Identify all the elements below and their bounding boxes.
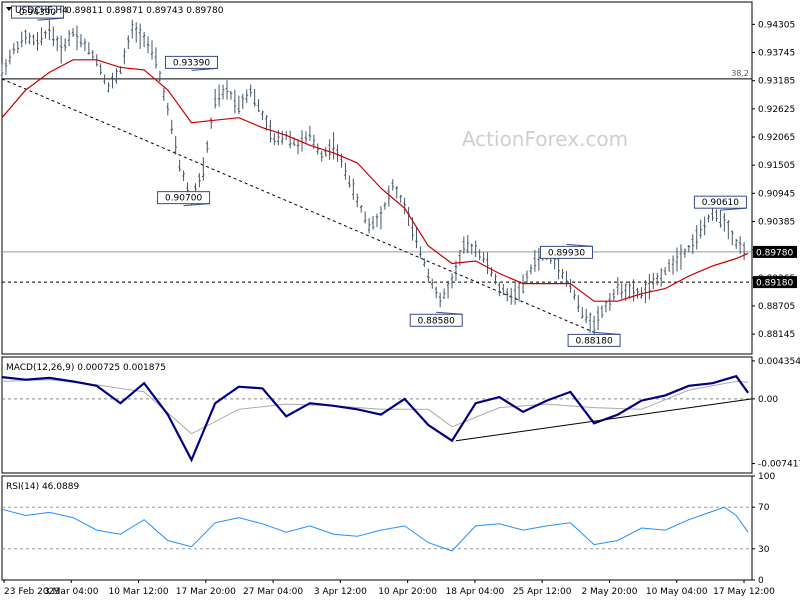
- main-panel-frame: [1, 1, 753, 355]
- price-annotation-box-4: [539, 245, 593, 259]
- price-annotation-box-1: [164, 55, 218, 69]
- watermark-text: ActionForex.com: [462, 127, 628, 151]
- x-tick-label: 2 May 20:00: [581, 587, 637, 597]
- main-y-tick-label: 0.92625: [758, 105, 795, 115]
- price-annotation-connector-2: [183, 203, 210, 207]
- rsi-y-tick-label: 100: [758, 472, 775, 482]
- rsi-line: [1, 506, 749, 552]
- price-annotation-connector-0: [37, 17, 64, 21]
- price-badge-1: 0.89180: [756, 279, 793, 289]
- x-tick-label: 3 Apr 12:00: [314, 587, 367, 597]
- main-trendline: [1, 78, 595, 333]
- price-annotation-connector-1: [191, 67, 218, 71]
- x-tick-label: 17 May 12:00: [713, 587, 775, 597]
- main-y-tick-label: 0.88145: [758, 330, 795, 340]
- main-y-tick-label: 0.88705: [758, 302, 795, 312]
- chart-symbol-title: USDCHF,H4: [15, 6, 68, 16]
- rsi-panel-frame: [1, 475, 753, 581]
- price-annotation-0: 0.94390: [19, 8, 56, 18]
- price-annotation-6: 0.90610: [702, 198, 739, 208]
- x-tick-label: 25 Apr 12:00: [513, 587, 572, 597]
- rsi-y-tick-label: 70: [758, 503, 770, 513]
- price-annotation-connector-5: [594, 331, 621, 335]
- x-tick-label: 3 Mar 04:00: [44, 587, 99, 597]
- price-annotation-connector-4: [566, 243, 593, 247]
- rsi-y-tick-label: 0: [758, 576, 764, 586]
- main-y-tick-label: 0.93185: [758, 77, 795, 87]
- x-tick-label: 17 Mar 20:00: [176, 587, 236, 597]
- price-annotation-box-5: [567, 333, 621, 347]
- moving-average-line: [1, 59, 749, 302]
- price-annotation-box-3: [409, 313, 463, 327]
- price-annotation-box-2: [157, 191, 211, 205]
- price-annotation-5: 0.88180: [575, 336, 612, 346]
- main-y-tick-label: 0.90385: [758, 217, 795, 227]
- main-y-tick-label: 0.91505: [758, 161, 795, 171]
- x-tick-label: 10 Mar 12:00: [108, 587, 168, 597]
- price-badge-bg-0: [753, 245, 797, 258]
- main-y-tick-label: 0.93745: [758, 49, 795, 59]
- x-tick-label: 18 Apr 04:00: [446, 587, 505, 597]
- header-dropdown-icon: [6, 7, 12, 11]
- price-annotation-connector-3: [436, 311, 463, 315]
- price-annotation-2: 0.90700: [165, 194, 202, 204]
- x-tick-label: 23 Feb 2023: [4, 587, 60, 597]
- macd-trendline: [455, 398, 753, 442]
- x-tick-label: 10 Apr 20:00: [378, 587, 437, 597]
- macd-y-tick-label: 0.004354: [758, 357, 800, 367]
- main-y-tick-label: 0.90945: [758, 189, 795, 199]
- macd-panel-frame: [1, 356, 753, 474]
- main-y-tick-label: 0.94305: [758, 20, 795, 30]
- macd-y-tick-label: 0.00: [758, 395, 778, 405]
- x-tick-label: 10 May 04:00: [646, 587, 708, 597]
- macd-title: MACD(12,26,9) 0.000725 0.001875: [6, 363, 166, 373]
- rsi-y-tick-label: 30: [758, 545, 770, 555]
- price-badge-0: 0.89780: [756, 248, 793, 258]
- price-annotation-3: 0.88580: [418, 316, 455, 326]
- price-annotation-1: 0.93390: [173, 58, 210, 68]
- price-annotation-box-0: [11, 5, 65, 19]
- price-bars-group: [0, 19, 746, 337]
- price-annotation-connector-6: [720, 207, 747, 211]
- price-badge-bg-1: [753, 276, 797, 289]
- x-tick-label: 27 Mar 04:00: [243, 587, 303, 597]
- macd-y-tick-label: -0.007417: [758, 460, 800, 470]
- chart-ohlc-values: 0.89811 0.89871 0.89743 0.89780: [66, 6, 224, 16]
- rsi-title: RSI(14) 46.0889: [6, 482, 79, 492]
- price-annotation-4: 0.89930: [548, 248, 585, 258]
- main-y-tick-label: 0.92065: [758, 133, 795, 143]
- level-label-0: 38.2: [731, 69, 749, 78]
- price-annotation-box-6: [693, 195, 747, 209]
- macd-line: [1, 374, 749, 463]
